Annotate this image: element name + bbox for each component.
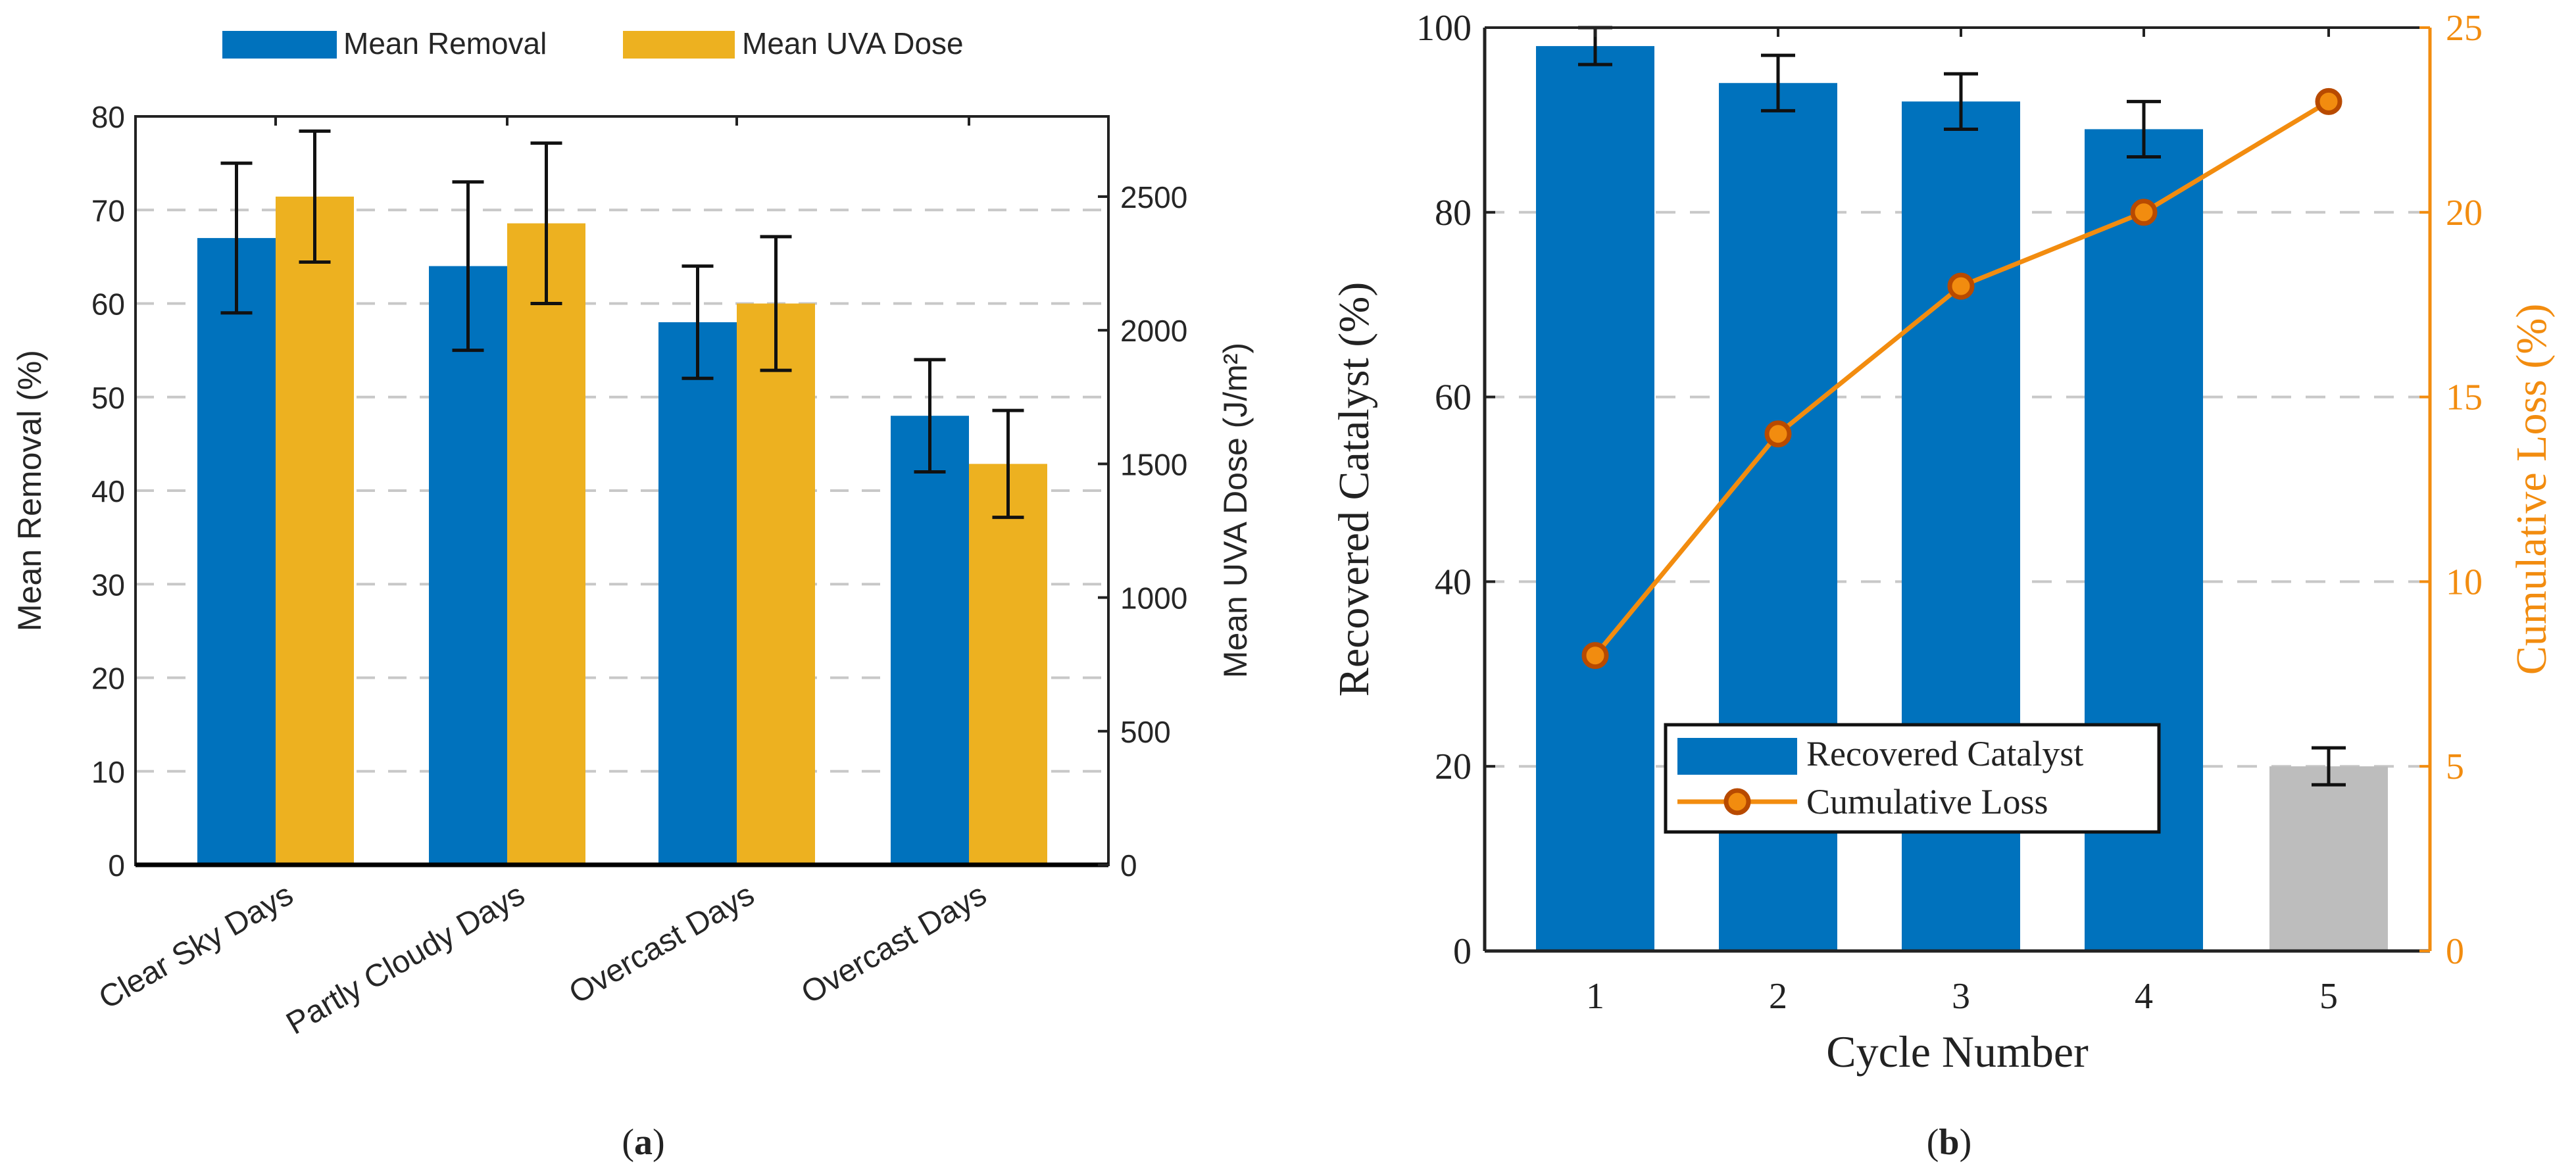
error-bar bbox=[914, 358, 946, 474]
y-right-tick-label: 5 bbox=[2446, 746, 2464, 787]
y-right-tick-label: 2000 bbox=[1120, 314, 1187, 348]
x-tick-label: Overcast Days bbox=[795, 877, 992, 1011]
y-tick-label: 40 bbox=[1435, 562, 1472, 602]
error-bar bbox=[2127, 99, 2161, 159]
legend: Mean Removal Mean UVA Dose bbox=[222, 26, 964, 61]
y-right-tick-label: 15 bbox=[2446, 378, 2483, 418]
caption-b: (b) bbox=[1927, 1122, 1971, 1163]
legend-label-mean-uva-dose: Mean UVA Dose bbox=[742, 26, 964, 61]
y-tick-label: 30 bbox=[91, 568, 125, 602]
y-tick-label: 100 bbox=[1416, 8, 1472, 49]
x-axis-label: Cycle Number bbox=[1826, 1027, 2089, 1077]
y-tick-label: 60 bbox=[91, 287, 125, 322]
y-right-tick-label: 20 bbox=[2446, 193, 2483, 233]
y-tick-label: 0 bbox=[1453, 931, 1472, 972]
x-tick-label: Clear Sky Days bbox=[93, 877, 299, 1016]
y-tick-label: 70 bbox=[91, 193, 125, 228]
x-tick-label: 5 bbox=[2319, 976, 2338, 1017]
caption-a: (a) bbox=[622, 1122, 664, 1163]
caption-a-letter: a bbox=[634, 1122, 653, 1163]
legend-swatch-mean-removal bbox=[222, 31, 337, 59]
x-tick-label: 4 bbox=[2135, 976, 2153, 1017]
marker-cumulative-loss bbox=[2130, 199, 2158, 226]
bar-mean-uva-dose bbox=[507, 223, 585, 865]
y-right-axis-label: Mean UVA Dose (J/m²) bbox=[1217, 343, 1254, 678]
chart-a: 0 10 20 30 40 50 60 70 80 0 500 1000 1500 2000 2500 Mea… bbox=[11, 26, 1254, 1042]
error-bar bbox=[530, 141, 562, 305]
error-bar bbox=[1761, 53, 1795, 112]
y-axis-label: Recovered Catalyst (%) bbox=[1330, 282, 1378, 696]
marker-cumulative-loss bbox=[1947, 272, 1975, 300]
bar-mean-uva-dose bbox=[737, 303, 815, 865]
y-tick-label: 80 bbox=[1435, 193, 1472, 233]
y-tick-label: 0 bbox=[108, 848, 125, 883]
marker-cumulative-loss bbox=[1581, 642, 1609, 670]
error-bar bbox=[2312, 746, 2346, 787]
y-right-tick-label: 0 bbox=[1120, 848, 1137, 883]
bar-recovered-catalyst bbox=[1536, 46, 1654, 952]
y-tick-label: 10 bbox=[91, 755, 125, 789]
error-bar bbox=[681, 264, 714, 380]
legend-label-mean-removal: Mean Removal bbox=[343, 26, 547, 61]
y-axis-label: Mean Removal (%) bbox=[11, 350, 48, 631]
x-tick-label: Overcast Days bbox=[563, 877, 760, 1011]
x-tick-label: 3 bbox=[1952, 976, 1970, 1017]
y-tick-label: 50 bbox=[91, 381, 125, 415]
error-bar bbox=[220, 161, 253, 315]
error-bar bbox=[1944, 72, 1978, 131]
y-right-tick-label: 500 bbox=[1120, 715, 1171, 749]
legend-swatch-mean-uva-dose bbox=[623, 31, 735, 59]
y-tick-label: 80 bbox=[91, 100, 125, 134]
marker-cumulative-loss bbox=[2315, 87, 2342, 115]
y-right-tick-label: 2500 bbox=[1120, 180, 1187, 214]
y-right-tick-label: 1000 bbox=[1120, 581, 1187, 616]
y-right-tick-label: 0 bbox=[2446, 931, 2464, 972]
y-tick-label: 20 bbox=[1435, 746, 1472, 787]
legend: Recovered Catalyst Cumulative Loss bbox=[1664, 723, 2161, 834]
x-tick-label: 1 bbox=[1586, 976, 1604, 1017]
legend-swatch-recovered-catalyst bbox=[1677, 738, 1797, 775]
chart-b: 0 20 40 60 80 100 0 5 10 15 20 25 1 2 3 4 5 Cycle Number R… bbox=[1330, 8, 2556, 1077]
caption-b-letter: b bbox=[1939, 1122, 1959, 1163]
bar-mean-removal bbox=[891, 416, 969, 865]
legend-marker-cumulative-loss bbox=[1723, 788, 1751, 816]
x-tick-label: 2 bbox=[1769, 976, 1787, 1017]
legend-box bbox=[1664, 723, 2161, 834]
error-bar bbox=[760, 235, 792, 372]
bar-mean-uva-dose bbox=[969, 464, 1047, 865]
bar-mean-removal bbox=[658, 322, 737, 865]
y-right-tick-label: 25 bbox=[2446, 8, 2483, 49]
y-tick-label: 20 bbox=[91, 662, 125, 696]
error-bar bbox=[452, 180, 484, 353]
marker-cumulative-loss bbox=[1764, 420, 1792, 448]
bar-mean-removal bbox=[197, 237, 276, 865]
bar-mean-removal bbox=[429, 266, 507, 865]
y-tick-label: 40 bbox=[91, 474, 125, 508]
bar-mean-uva-dose bbox=[276, 196, 354, 865]
y-right-axis-label: Cumulative Loss (%) bbox=[2508, 304, 2556, 675]
x-tick-label: Partly Cloudy Days bbox=[281, 877, 531, 1042]
error-bar bbox=[992, 408, 1024, 520]
error-bar bbox=[299, 129, 331, 264]
y-tick-label: 60 bbox=[1435, 378, 1472, 418]
bar-recovered-catalyst bbox=[2269, 766, 2388, 951]
legend-label-recovered-catalyst: Recovered Catalyst bbox=[1806, 734, 2083, 773]
y-right-tick-label: 1500 bbox=[1120, 447, 1187, 481]
legend-label-cumulative-loss: Cumulative Loss bbox=[1806, 782, 2048, 821]
y-right-tick-label: 10 bbox=[2446, 562, 2483, 602]
